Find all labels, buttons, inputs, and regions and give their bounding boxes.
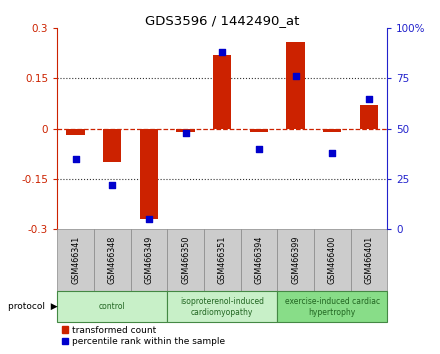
Bar [131,229,167,291]
Bar [241,229,277,291]
Text: GSM466350: GSM466350 [181,236,190,284]
Bar [94,229,131,291]
Bar [213,55,231,129]
Text: GSM466394: GSM466394 [254,236,264,284]
Point [219,50,226,55]
Text: exercise-induced cardiac
hypertrophy: exercise-induced cardiac hypertrophy [285,297,380,317]
Point [182,130,189,136]
Bar [323,129,341,132]
Bar [351,229,387,291]
Bar [204,229,241,291]
Bar [277,291,387,322]
Bar [103,129,121,162]
Point [255,146,262,152]
Bar [250,129,268,132]
Point [109,182,116,188]
Text: GSM466401: GSM466401 [364,236,374,284]
Bar [176,129,194,132]
Text: GSM466349: GSM466349 [144,236,154,284]
Point [292,74,299,79]
Text: GSM466341: GSM466341 [71,236,80,284]
Text: GSM466399: GSM466399 [291,236,300,284]
Bar [167,291,277,322]
Point [329,150,336,155]
Text: GSM466400: GSM466400 [328,236,337,284]
Legend: transformed count, percentile rank within the sample: transformed count, percentile rank withi… [62,326,225,346]
Bar [140,129,158,219]
Bar [360,105,378,129]
Point [72,156,79,161]
Bar [57,229,94,291]
Text: GSM466351: GSM466351 [218,236,227,284]
Bar [167,229,204,291]
Text: control: control [99,302,125,311]
Bar [66,129,85,135]
Title: GDS3596 / 1442490_at: GDS3596 / 1442490_at [145,14,299,27]
Bar [286,42,305,129]
Point [145,216,152,222]
Point [365,96,372,101]
Text: GSM466348: GSM466348 [108,236,117,284]
Text: protocol  ▶: protocol ▶ [7,302,57,311]
Text: isoproterenol-induced
cardiomyopathy: isoproterenol-induced cardiomyopathy [180,297,264,317]
Bar [314,229,351,291]
Bar [277,229,314,291]
Bar [57,291,167,322]
